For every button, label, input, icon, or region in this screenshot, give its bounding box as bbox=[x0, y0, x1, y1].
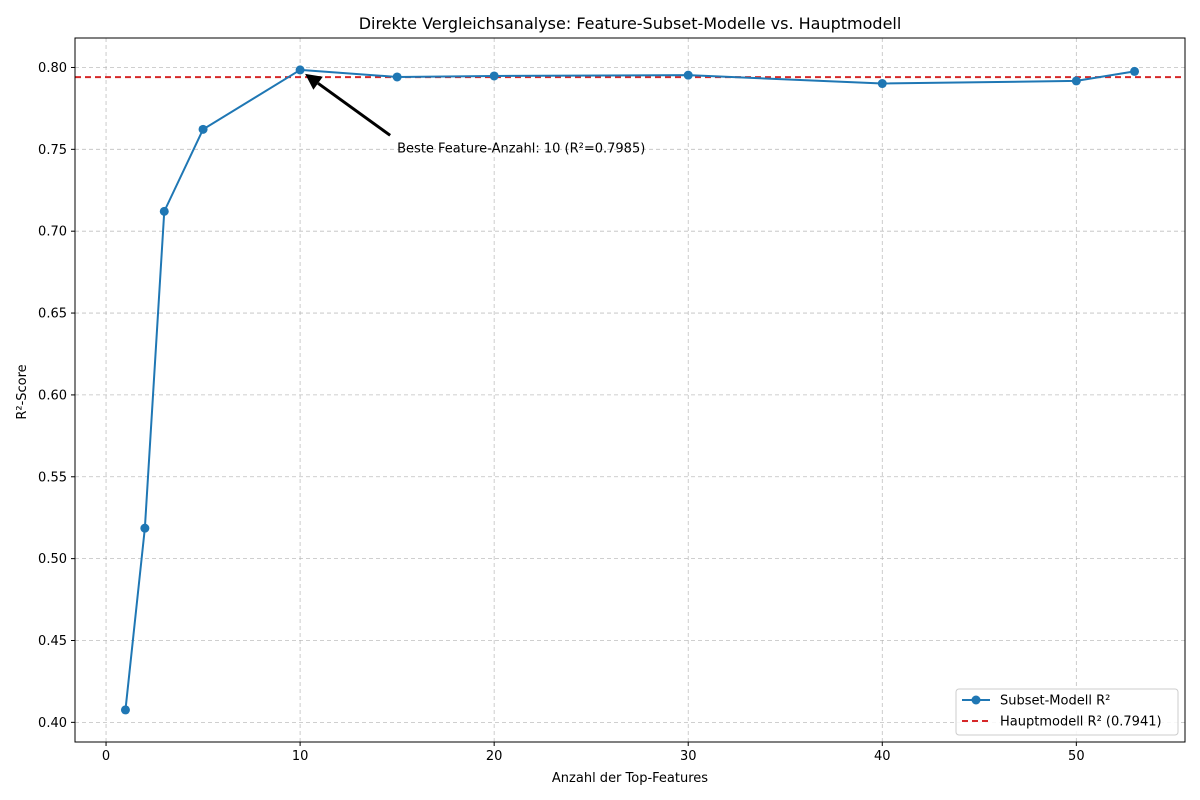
data-point bbox=[295, 65, 305, 75]
y-tick-label: 0.40 bbox=[38, 716, 67, 731]
legend: Subset-Modell R² Hauptmodell R² (0.7941) bbox=[955, 688, 1179, 736]
data-point bbox=[489, 71, 499, 81]
grid bbox=[75, 38, 1185, 742]
x-axis-title: Anzahl der Top-Features bbox=[552, 771, 708, 786]
plot-frame bbox=[74, 37, 1186, 743]
legend-label-reference: Hauptmodell R² (0.7941) bbox=[1000, 715, 1162, 730]
y-tick-label: 0.80 bbox=[38, 61, 67, 76]
x-tick-label: 30 bbox=[680, 749, 697, 764]
x-tick-label: 50 bbox=[1068, 749, 1085, 764]
data-point bbox=[120, 705, 130, 715]
data-point bbox=[877, 79, 887, 89]
y-tick-label: 0.50 bbox=[38, 552, 67, 567]
y-axis-title: R²-Score bbox=[15, 364, 30, 419]
y-axis-ticks: 0.40 0.45 0.50 0.55 0.60 0.65 0.70 0.75 0.80 bbox=[38, 61, 75, 731]
x-axis-ticks: 0 10 20 30 40 50 bbox=[102, 742, 1085, 764]
data-point bbox=[140, 523, 150, 533]
y-tick-label: 0.65 bbox=[38, 307, 67, 322]
data-point bbox=[1130, 66, 1140, 76]
data-point bbox=[159, 206, 169, 216]
x-tick-label: 10 bbox=[292, 749, 309, 764]
annotation-text: Beste Feature-Anzahl: 10 (R²=0.7985) bbox=[397, 141, 645, 156]
y-tick-label: 0.55 bbox=[38, 470, 67, 485]
series-points bbox=[120, 65, 1140, 715]
y-tick-label: 0.75 bbox=[38, 143, 67, 158]
legend-label-series: Subset-Modell R² bbox=[1000, 694, 1110, 709]
legend-marker-series bbox=[971, 695, 981, 705]
data-point bbox=[1071, 76, 1081, 86]
y-tick-label: 0.45 bbox=[38, 634, 67, 649]
data-point bbox=[198, 124, 208, 134]
best-feature-annotation: Beste Feature-Anzahl: 10 (R²=0.7985) bbox=[305, 73, 645, 156]
annotation-arrow-line bbox=[317, 82, 392, 137]
y-tick-label: 0.70 bbox=[38, 225, 67, 240]
annotation-arrow-head bbox=[305, 73, 323, 90]
x-tick-label: 0 bbox=[102, 749, 110, 764]
x-tick-label: 20 bbox=[486, 749, 503, 764]
legend-box bbox=[955, 688, 1179, 736]
data-point bbox=[683, 70, 693, 80]
x-tick-label: 40 bbox=[874, 749, 891, 764]
chart-title: Direkte Vergleichsanalyse: Feature-Subse… bbox=[359, 14, 902, 33]
data-point bbox=[392, 72, 402, 82]
y-tick-label: 0.60 bbox=[38, 388, 67, 403]
